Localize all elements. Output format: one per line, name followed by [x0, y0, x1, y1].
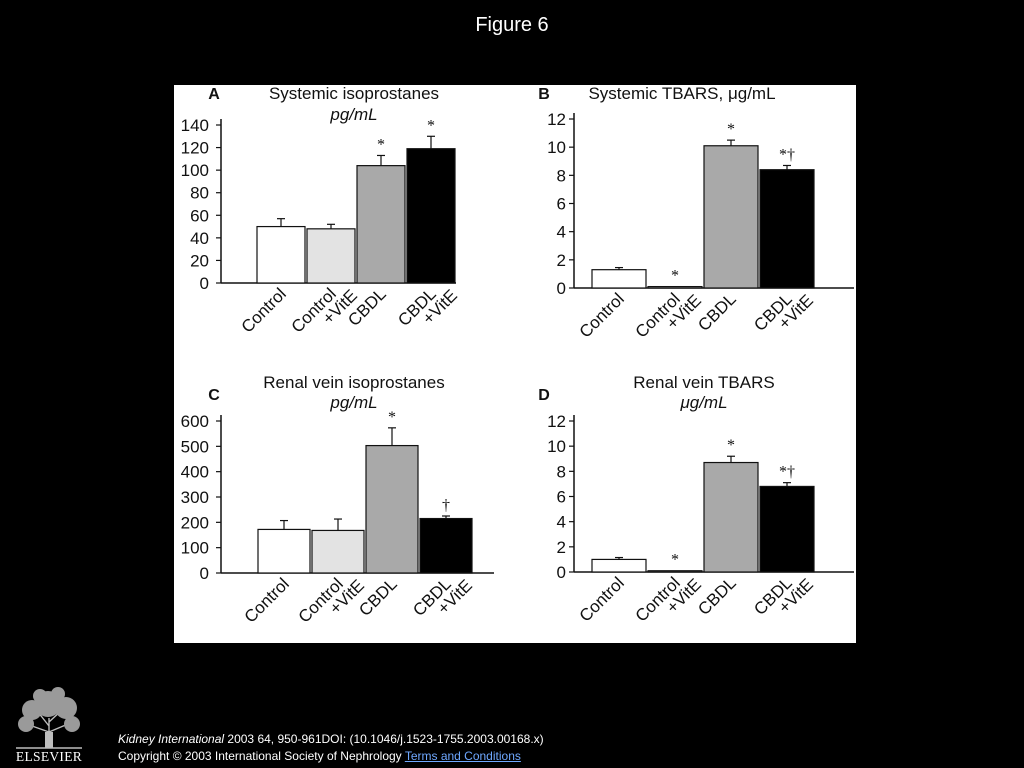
x-tick-label: Control: [576, 573, 628, 625]
figure-title: Figure 6: [475, 14, 549, 36]
y-tick-label: 100: [181, 539, 209, 558]
y-tick-label: 20: [190, 251, 209, 270]
chart-title: Systemic TBARS, μg/mL: [588, 85, 775, 103]
significance-marker: *: [377, 136, 385, 153]
x-tick-label: CBDL: [694, 289, 740, 335]
significance-marker: †: [442, 497, 450, 514]
significance-marker: *: [388, 409, 396, 426]
y-tick-label: 400: [181, 463, 209, 482]
chart-title: Renal vein TBARS: [633, 373, 774, 392]
x-tick-label-line: Control: [238, 284, 290, 336]
figure-panel: A Systemic isoprostanes pg/mL 0 20 40 60 80 100 1…: [174, 85, 856, 643]
citation: Kidney International 2003 64, 950-961DOI…: [118, 731, 544, 765]
x-tick-label-line: CBDL: [694, 573, 740, 619]
x-tick-label: CBDL: [694, 573, 740, 619]
chart-title: Systemic isoprostanes: [269, 85, 439, 103]
y-tick-label: 40: [190, 229, 209, 248]
x-tick-label: CBDL+VitE: [750, 563, 817, 630]
elsevier-tree-logo-icon: ELSEVIER: [10, 682, 88, 764]
bar: [406, 148, 456, 284]
x-tick-label: CBDL+VitE: [750, 279, 817, 346]
bar: [591, 269, 647, 289]
bar: [356, 165, 406, 284]
y-tick-label: 10: [547, 437, 566, 456]
significance-marker: *: [671, 268, 679, 285]
y-tick-label: 60: [190, 206, 209, 225]
bar: [647, 570, 703, 573]
x-tick-label: CBDL: [355, 574, 401, 620]
citation-details: 2003 64, 950-961DOI: (10.1046/j.1523-175…: [224, 732, 544, 746]
bar: [703, 145, 759, 289]
y-tick-label: 8: [557, 462, 566, 481]
y-tick-label: 120: [181, 139, 209, 158]
y-tick-label: 2: [557, 538, 566, 557]
copyright-line: Copyright © 2003 International Society o…: [118, 748, 544, 765]
bar: [647, 285, 703, 289]
bar: [365, 444, 419, 574]
y-tick-label: 0: [557, 563, 566, 582]
y-tick-label: 0: [557, 279, 566, 298]
y-tick-label: 2: [557, 251, 566, 270]
x-tick-label: Control+VitE: [295, 564, 368, 637]
y-tick-label: 4: [557, 223, 566, 242]
significance-marker: *†: [779, 464, 795, 481]
publisher-wordmark: ELSEVIER: [16, 749, 82, 764]
y-tick-label: 6: [557, 488, 566, 507]
panel-letter: D: [538, 387, 550, 404]
significance-marker: *†: [779, 146, 795, 163]
x-tick-label: Control: [241, 574, 293, 626]
bar: [256, 225, 306, 284]
chart-unit: pg/mL: [329, 393, 377, 412]
chart-unit: μg/mL: [679, 393, 727, 412]
x-tick-label-line: Control: [576, 289, 628, 341]
panel-letter: B: [538, 86, 550, 103]
chart-title: Renal vein isoprostanes: [263, 373, 444, 392]
bar: [306, 228, 356, 284]
bar: [759, 169, 815, 289]
terms-and-conditions-link[interactable]: Terms and Conditions: [404, 749, 521, 763]
citation-line: Kidney International 2003 64, 950-961DOI…: [118, 731, 544, 748]
x-tick-label: Control: [238, 284, 290, 336]
chart-unit: pg/mL: [329, 105, 377, 124]
panel-letter: C: [208, 387, 220, 404]
x-tick-label: CBDL+VitE: [394, 274, 461, 341]
x-tick-label: CBDL+VitE: [409, 564, 476, 631]
bar: [759, 485, 815, 573]
bar-charts: A Systemic isoprostanespg/mL0204060801001…: [181, 85, 854, 637]
significance-marker: *: [427, 117, 435, 134]
y-tick-label: 6: [557, 195, 566, 214]
y-tick-label: 12: [547, 110, 566, 129]
bar: [591, 558, 647, 573]
bar: [703, 461, 759, 573]
y-tick-label: 80: [190, 184, 209, 203]
significance-marker: *: [727, 121, 735, 138]
y-tick-label: 0: [200, 274, 209, 293]
bar: [419, 517, 473, 574]
y-tick-label: 500: [181, 437, 209, 456]
y-tick-label: 8: [557, 166, 566, 185]
x-tick-label-line: Control: [576, 573, 628, 625]
y-tick-label: 300: [181, 488, 209, 507]
y-tick-label: 140: [181, 116, 209, 135]
y-tick-label: 4: [557, 513, 566, 532]
x-tick-label: Control+VitE: [632, 279, 705, 352]
y-tick-label: 200: [181, 513, 209, 532]
significance-marker: *: [671, 552, 679, 569]
journal-name: Kidney International: [118, 732, 225, 746]
y-tick-label: 10: [547, 138, 566, 157]
panel-letter: A: [208, 86, 220, 103]
y-tick-label: 100: [181, 161, 209, 180]
x-tick-label-line: Control: [241, 574, 293, 626]
x-tick-label-line: CBDL: [694, 289, 740, 335]
x-tick-label: Control: [576, 289, 628, 341]
bar: [257, 528, 311, 574]
significance-marker: *: [727, 437, 735, 454]
x-tick-label-line: CBDL: [355, 574, 401, 620]
y-tick-label: 0: [200, 564, 209, 583]
bar: [311, 529, 365, 574]
y-tick-label: 600: [181, 412, 209, 431]
x-tick-label: Control+VitE: [632, 563, 705, 636]
copyright-text: Copyright © 2003 International Society o…: [118, 749, 402, 763]
y-tick-label: 12: [547, 412, 566, 431]
